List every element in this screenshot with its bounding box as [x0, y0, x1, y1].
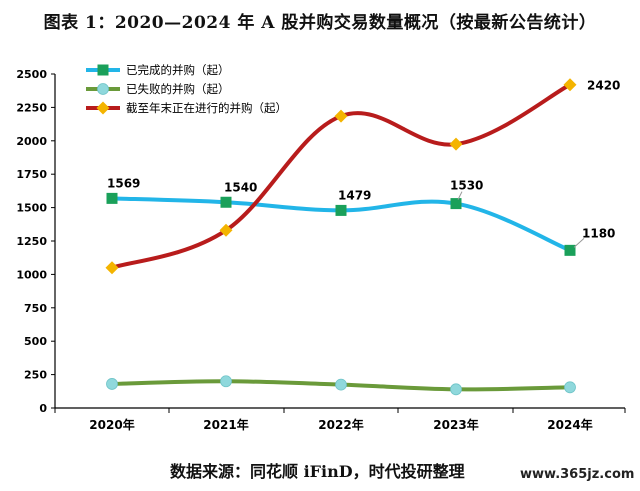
- watermark-text: www.365jz.com: [520, 467, 635, 482]
- label-leader-line: [573, 237, 585, 248]
- circle-marker: [220, 375, 232, 388]
- source-note: 数据来源：同花顺 iFinD，时代投研整理: [170, 462, 465, 481]
- diamond-marker: [563, 78, 577, 92]
- diamond-marker: [449, 137, 463, 151]
- legend-label: 已完成的并购（起）: [126, 63, 230, 77]
- circle-marker: [450, 383, 462, 396]
- y-tick-label: 0: [39, 402, 47, 415]
- chart-title: 图表 1：2020—2024 年 A 股并购交易数量概况（按最新公告统计）: [43, 13, 597, 33]
- diamond-marker: [105, 261, 119, 275]
- square-marker: [220, 196, 232, 208]
- data-label: 1540: [224, 180, 257, 194]
- y-tick-label: 500: [24, 335, 47, 348]
- data-label: 1530: [450, 179, 483, 193]
- axes: 0 250 500 750 1000 1250 1500 1750 2000 2250 2500 20…: [16, 68, 626, 432]
- x-tick-label: 2022年: [318, 417, 363, 432]
- data-labels: 1569 1540 1479 1530 1180 2420: [107, 79, 620, 248]
- y-tick-label: 2500: [16, 68, 47, 81]
- circle-marker: [106, 378, 118, 390]
- series-markers: [105, 78, 577, 396]
- legend: 已完成的并购（起） 已失败的并购（起） 截至年末正在进行的并购（起）: [86, 63, 287, 115]
- y-tick-label: 1000: [16, 268, 47, 281]
- circle-marker: [564, 381, 576, 394]
- diamond-marker: [96, 101, 110, 115]
- square-marker: [450, 198, 462, 210]
- x-tick-label: 2024年: [547, 417, 592, 432]
- data-label: 1479: [338, 188, 371, 202]
- legend-label: 截至年末正在进行的并购（起）: [126, 101, 287, 115]
- y-tick-label: 2250: [16, 101, 47, 114]
- diamond-marker: [334, 109, 348, 123]
- x-tick-label: 2020年: [89, 417, 134, 432]
- diamond-marker: [219, 223, 233, 237]
- square-marker: [106, 192, 118, 204]
- label-leader-line: [457, 191, 463, 200]
- x-tick-label: 2021年: [203, 417, 248, 432]
- square-marker: [97, 64, 109, 76]
- series-lines: [110, 82, 572, 392]
- data-label: 2420: [587, 79, 620, 93]
- x-tick-label: 2023年: [433, 417, 478, 432]
- data-label: 1180: [582, 226, 615, 240]
- square-marker: [335, 204, 347, 216]
- square-marker: [564, 244, 576, 256]
- data-label: 1569: [107, 176, 140, 190]
- y-tick-label: 1750: [16, 168, 47, 181]
- legend-label: 已失败的并购（起）: [126, 82, 230, 96]
- circle-marker: [335, 378, 347, 391]
- y-tick-label: 1250: [16, 235, 47, 248]
- y-tick-label: 2000: [16, 135, 47, 148]
- y-tick-label: 750: [24, 302, 47, 315]
- y-tick-label: 1500: [16, 202, 47, 215]
- circle-marker: [97, 83, 109, 95]
- y-tick-label: 250: [24, 369, 47, 382]
